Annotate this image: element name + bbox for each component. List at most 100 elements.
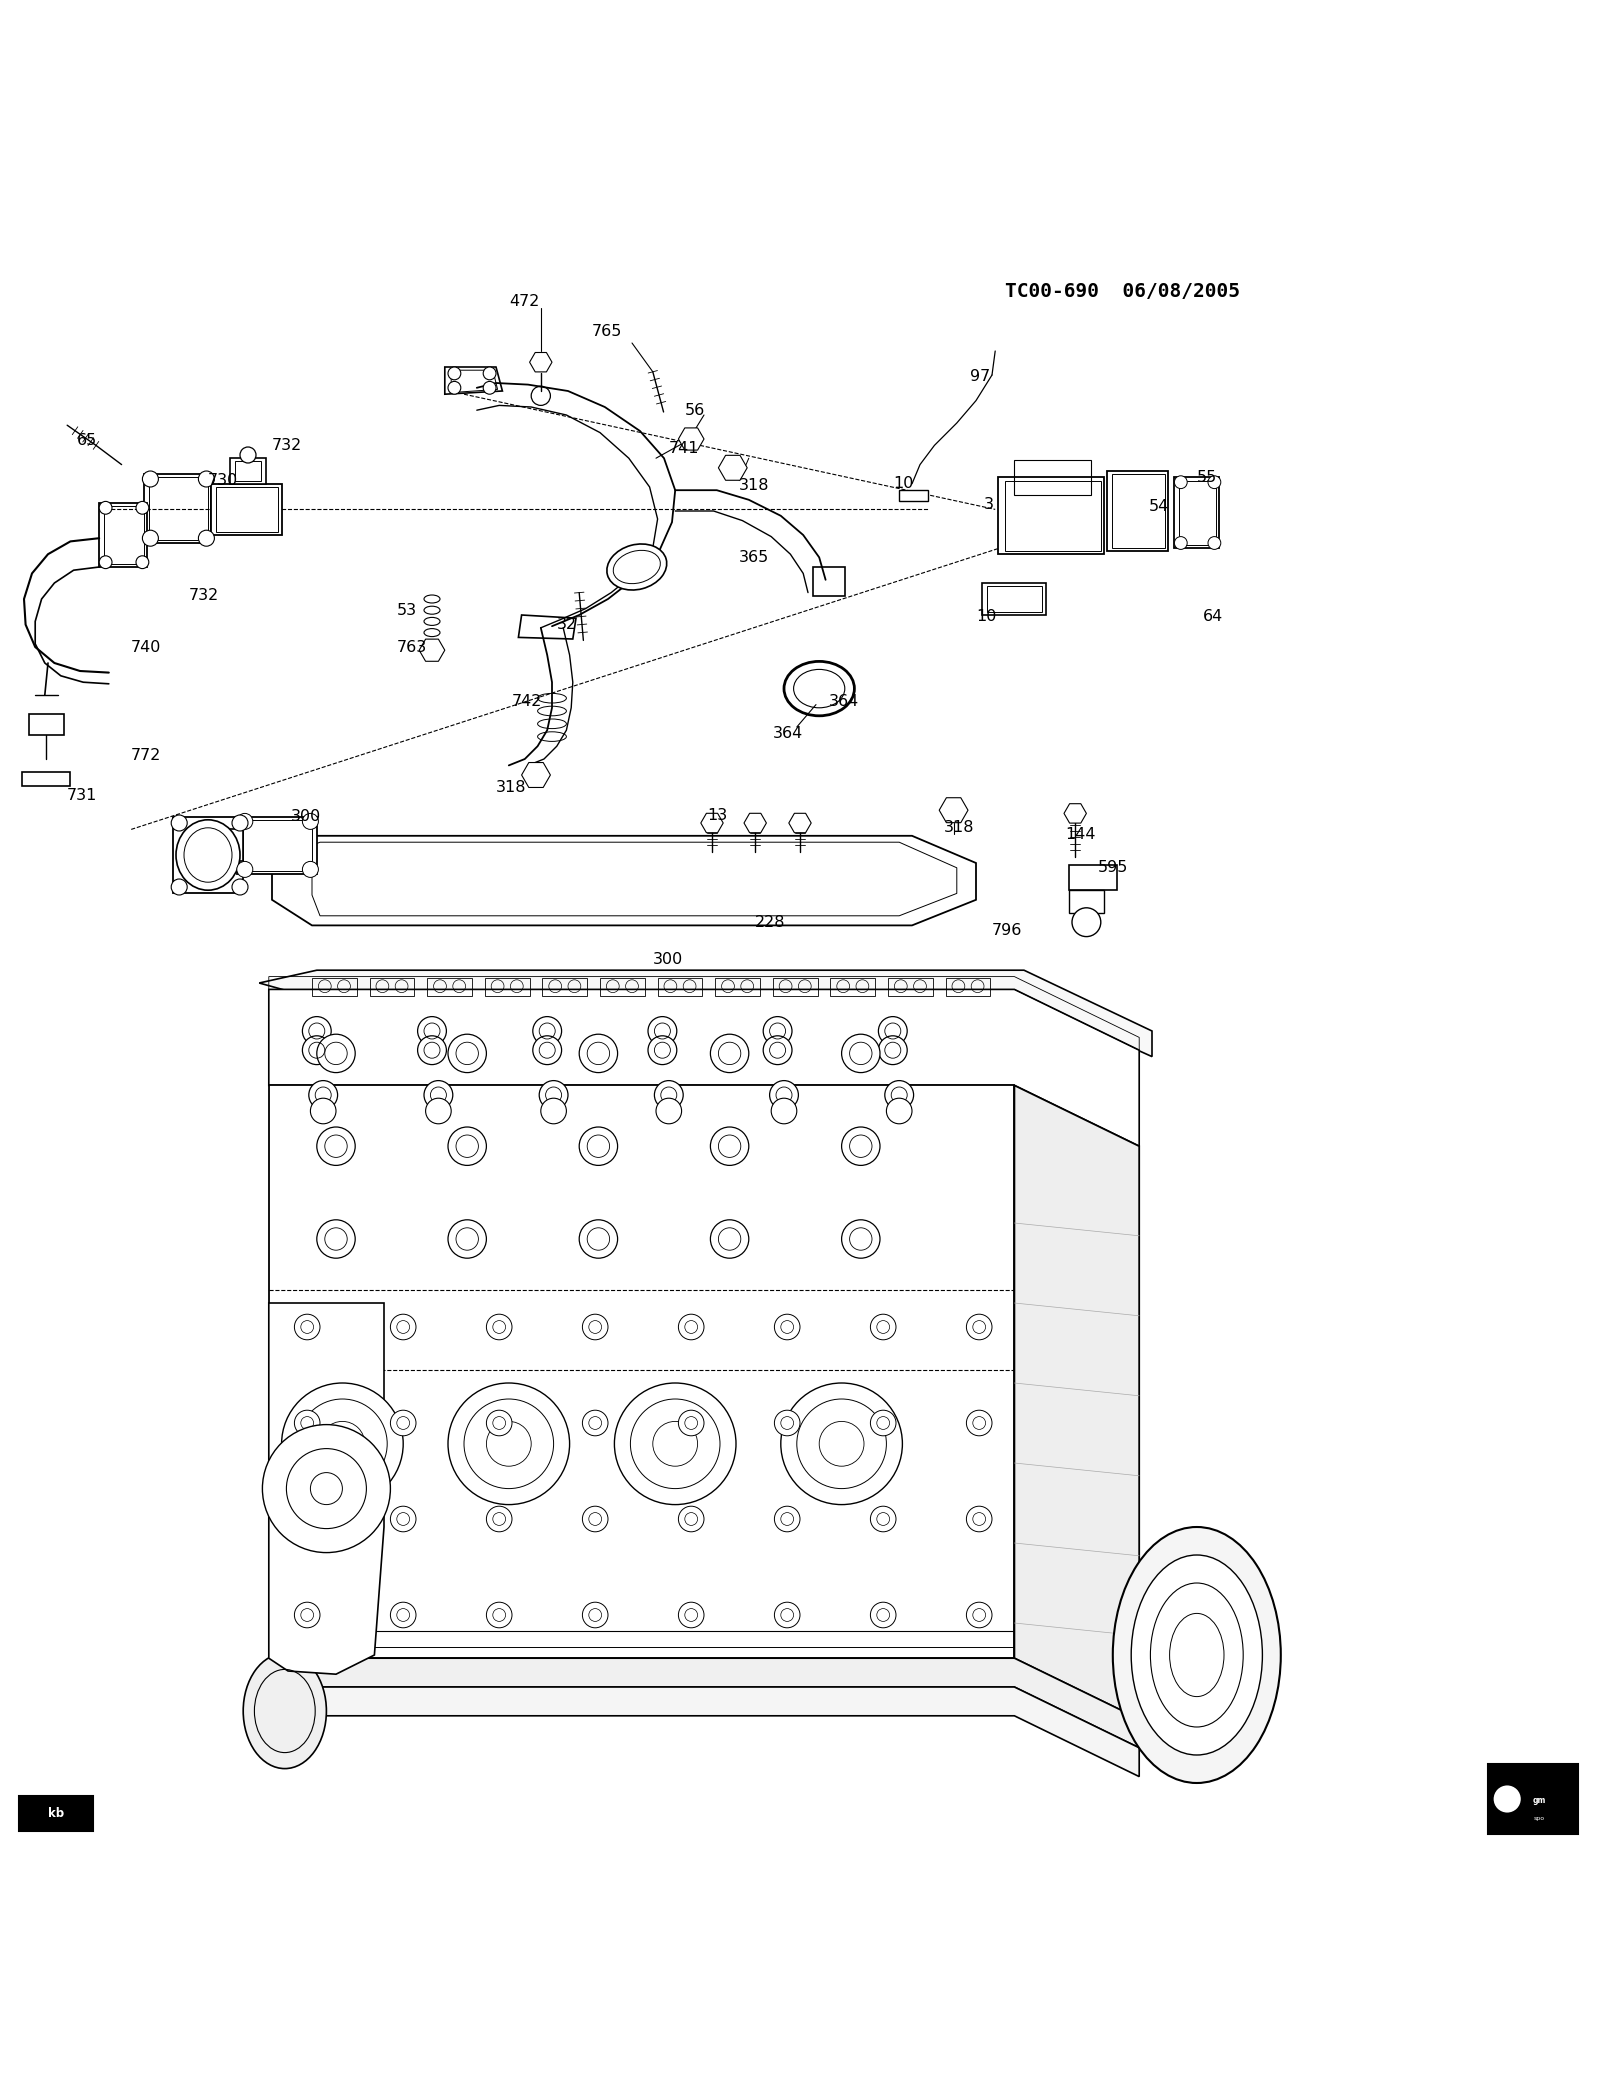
Circle shape <box>966 1315 992 1340</box>
Circle shape <box>309 1081 338 1110</box>
Circle shape <box>770 1081 798 1110</box>
Text: 300: 300 <box>653 951 683 967</box>
Circle shape <box>678 1315 704 1340</box>
Polygon shape <box>269 1688 1139 1776</box>
Circle shape <box>774 1602 800 1627</box>
Circle shape <box>302 1016 331 1045</box>
Polygon shape <box>1174 477 1219 549</box>
Circle shape <box>390 1506 416 1533</box>
Circle shape <box>878 1016 907 1045</box>
Circle shape <box>302 1037 331 1064</box>
Polygon shape <box>22 773 70 785</box>
Text: 364: 364 <box>773 727 803 741</box>
Text: 318: 318 <box>739 477 770 492</box>
Circle shape <box>448 1127 486 1166</box>
Text: 228: 228 <box>755 915 786 930</box>
Circle shape <box>232 815 248 831</box>
Circle shape <box>302 812 318 829</box>
Text: 56: 56 <box>685 402 706 417</box>
Circle shape <box>237 861 253 877</box>
Circle shape <box>240 446 256 463</box>
Polygon shape <box>1014 1085 1139 1719</box>
Polygon shape <box>259 970 1152 1057</box>
Circle shape <box>1208 536 1221 549</box>
Circle shape <box>582 1409 608 1436</box>
Polygon shape <box>518 616 576 639</box>
Circle shape <box>774 1315 800 1340</box>
Polygon shape <box>269 1085 1014 1658</box>
Circle shape <box>426 1097 451 1124</box>
Circle shape <box>870 1602 896 1627</box>
Text: 364: 364 <box>829 693 859 710</box>
Circle shape <box>294 1409 320 1436</box>
Polygon shape <box>227 829 243 861</box>
Circle shape <box>237 812 253 829</box>
Circle shape <box>142 471 158 488</box>
Polygon shape <box>678 427 704 450</box>
Circle shape <box>885 1081 914 1110</box>
Circle shape <box>282 1382 403 1506</box>
Polygon shape <box>939 798 968 823</box>
Bar <box>19 1797 93 1830</box>
Text: 318: 318 <box>944 821 974 836</box>
Polygon shape <box>1064 804 1086 823</box>
Text: 731: 731 <box>67 787 98 804</box>
Text: 763: 763 <box>397 639 427 655</box>
Circle shape <box>966 1409 992 1436</box>
Text: 32: 32 <box>557 618 578 632</box>
Circle shape <box>870 1409 896 1436</box>
Circle shape <box>136 555 149 570</box>
Polygon shape <box>701 812 723 833</box>
Ellipse shape <box>1131 1556 1262 1755</box>
Polygon shape <box>445 366 502 394</box>
Circle shape <box>294 1602 320 1627</box>
Ellipse shape <box>1114 1527 1280 1782</box>
Text: spo: spo <box>1534 1815 1544 1820</box>
Text: 741: 741 <box>669 442 699 456</box>
Circle shape <box>533 1016 562 1045</box>
Polygon shape <box>211 484 282 534</box>
Text: 732: 732 <box>189 588 219 603</box>
Polygon shape <box>899 490 928 500</box>
Circle shape <box>533 1037 562 1064</box>
Circle shape <box>579 1221 618 1258</box>
Text: 300: 300 <box>291 808 322 825</box>
Text: 10: 10 <box>976 609 997 624</box>
Circle shape <box>1174 475 1187 488</box>
Text: kb: kb <box>48 1807 64 1820</box>
Circle shape <box>539 1081 568 1110</box>
Text: 53: 53 <box>397 603 418 618</box>
Text: 64: 64 <box>1203 609 1224 624</box>
Circle shape <box>582 1315 608 1340</box>
Circle shape <box>262 1424 390 1552</box>
Text: 765: 765 <box>592 325 622 339</box>
Polygon shape <box>419 639 445 662</box>
Polygon shape <box>269 1658 1139 1748</box>
Circle shape <box>678 1602 704 1627</box>
Circle shape <box>886 1097 912 1124</box>
Circle shape <box>483 381 496 394</box>
Circle shape <box>448 366 461 379</box>
Circle shape <box>302 861 318 877</box>
Text: 365: 365 <box>739 551 770 565</box>
Circle shape <box>317 1221 355 1258</box>
Polygon shape <box>1107 471 1168 551</box>
Circle shape <box>582 1602 608 1627</box>
Polygon shape <box>1069 865 1117 890</box>
Polygon shape <box>789 812 811 833</box>
Circle shape <box>1072 909 1101 936</box>
Circle shape <box>579 1034 618 1072</box>
Polygon shape <box>144 473 211 542</box>
Circle shape <box>142 530 158 547</box>
Text: 318: 318 <box>496 781 526 796</box>
Circle shape <box>418 1037 446 1064</box>
Circle shape <box>171 815 187 831</box>
Circle shape <box>424 1081 453 1110</box>
Circle shape <box>486 1315 512 1340</box>
Ellipse shape <box>176 819 240 890</box>
Circle shape <box>1208 475 1221 488</box>
Text: 65: 65 <box>77 433 98 448</box>
Circle shape <box>136 500 149 515</box>
Text: 144: 144 <box>1066 827 1096 842</box>
Circle shape <box>710 1127 749 1166</box>
